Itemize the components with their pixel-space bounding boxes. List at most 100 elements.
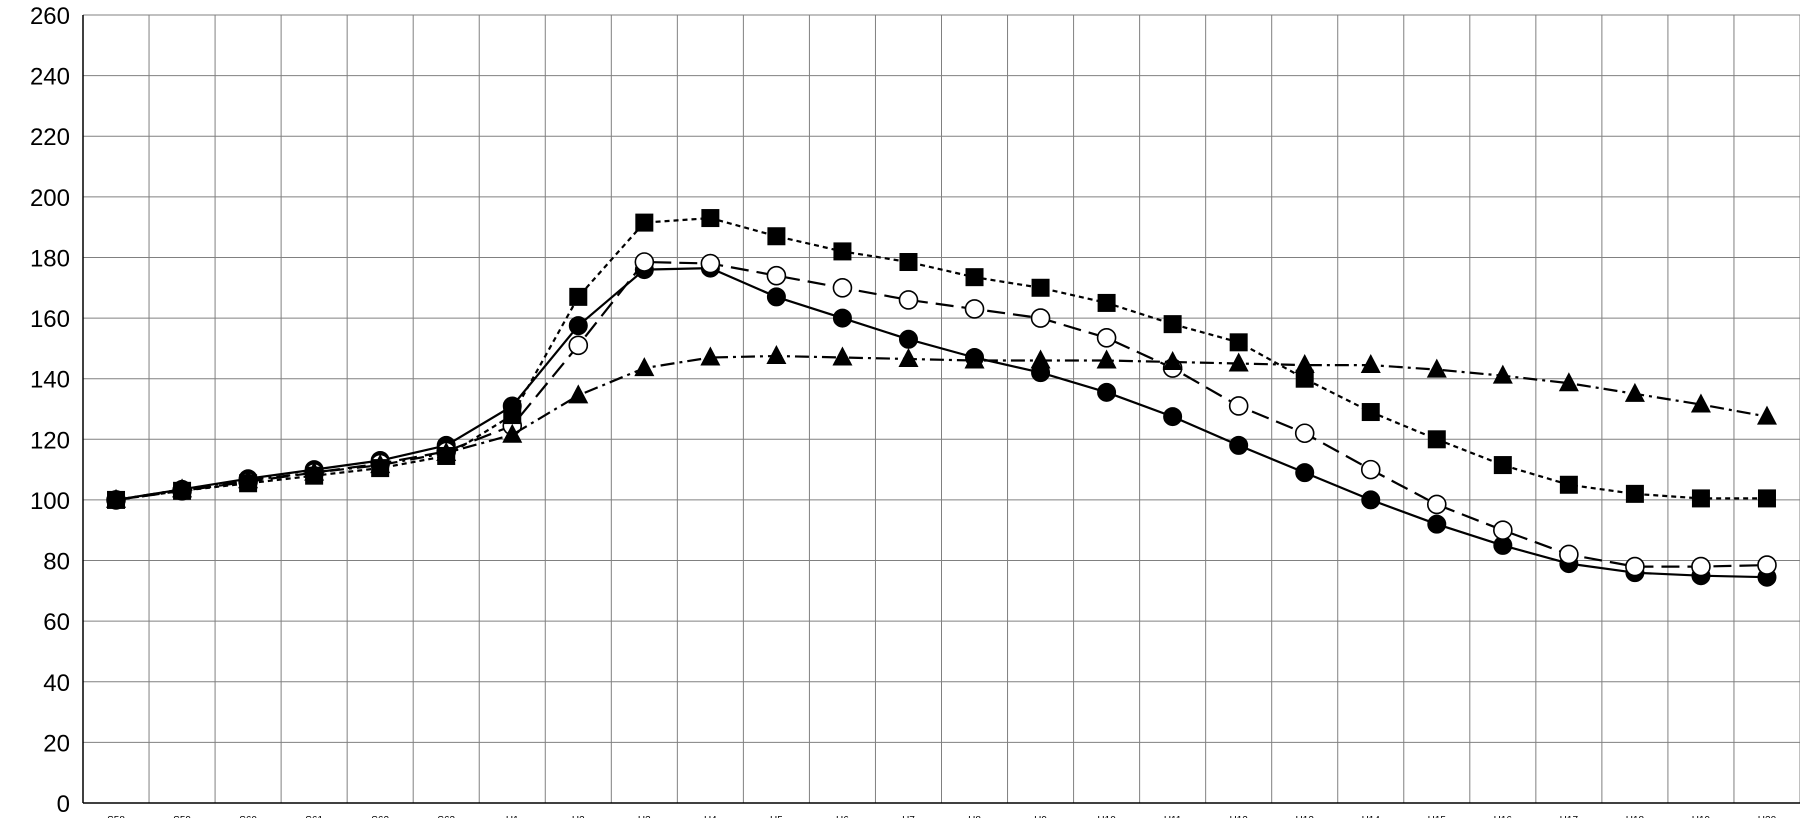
data-point	[635, 213, 654, 232]
y-tick-label: 100	[30, 488, 70, 515]
x-axis-labels: S58 S59 S60 S61 S62 S63 H1 H2 H3 H4 H5 H6 H7 H8 H9 H10 H…	[107, 815, 1776, 818]
x-tick-label: H8	[968, 815, 981, 818]
x-tick-label: H13	[1296, 815, 1315, 818]
data-point	[1031, 278, 1050, 297]
y-axis-labels: 0 20 40 60 80 100 120 140 160 180 200 220 240 260	[30, 3, 70, 818]
data-point	[832, 346, 853, 366]
y-tick-label: 260	[30, 3, 70, 30]
data-point	[634, 252, 655, 272]
data-point	[898, 290, 919, 310]
data-point	[899, 253, 918, 272]
data-point	[833, 242, 852, 261]
data-point	[1360, 459, 1381, 480]
data-point	[568, 335, 589, 356]
x-tick-label: H20	[1758, 815, 1777, 818]
data-point	[1690, 393, 1711, 413]
y-tick-label: 180	[30, 245, 70, 272]
x-tick-label: H15	[1428, 815, 1447, 818]
data-point	[1625, 556, 1645, 577]
data-point	[1295, 463, 1315, 483]
data-point	[766, 344, 787, 364]
data-point	[1228, 396, 1249, 416]
data-point	[1691, 489, 1710, 508]
y-tick-label: 140	[30, 367, 70, 394]
data-point	[1493, 520, 1513, 541]
data-point	[106, 488, 127, 508]
data-point	[1360, 354, 1381, 374]
data-point	[304, 461, 325, 481]
y-tick-label: 20	[43, 730, 70, 757]
data-point	[1426, 494, 1447, 515]
data-point	[766, 265, 787, 286]
y-tick-label: 0	[57, 791, 70, 818]
data-point	[370, 454, 391, 474]
x-tick-label: S61	[305, 815, 323, 818]
data-point	[1162, 351, 1183, 371]
x-tick-label: H4	[704, 815, 717, 818]
y-tick-label: 160	[30, 306, 70, 333]
data-point	[1229, 435, 1249, 455]
data-point	[832, 277, 853, 298]
x-tick-label: H6	[836, 815, 849, 818]
x-tick-label: S59	[173, 815, 191, 818]
data-point	[1427, 514, 1447, 534]
data-point	[1558, 372, 1579, 392]
data-point	[634, 357, 655, 377]
data-point	[1559, 475, 1578, 494]
data-point	[502, 423, 523, 443]
data-point	[1030, 349, 1051, 369]
y-tick-label: 60	[43, 609, 70, 636]
data-point	[766, 287, 786, 307]
data-point	[767, 227, 786, 246]
y-tick-label: 240	[30, 64, 70, 91]
data-point	[569, 287, 588, 306]
series-3-line	[115, 217, 1767, 501]
data-point	[238, 469, 259, 489]
data-point	[701, 209, 720, 228]
data-point	[1228, 352, 1249, 372]
data-point	[832, 308, 852, 328]
data-point	[700, 346, 721, 366]
data-point	[1229, 333, 1248, 352]
data-point	[1097, 382, 1117, 402]
x-tick-label: H12	[1229, 815, 1248, 818]
data-point	[1295, 369, 1314, 388]
data-point	[1030, 308, 1051, 328]
data-point	[1757, 489, 1776, 508]
data-point	[1559, 544, 1579, 565]
x-tick-label: H1	[506, 815, 519, 818]
y-tick-label: 40	[43, 670, 70, 697]
data-point	[503, 406, 522, 425]
data-point	[1757, 555, 1777, 575]
y-tick-label: 120	[30, 427, 70, 454]
data-point	[1361, 403, 1380, 422]
x-tick-label: H2	[572, 815, 585, 818]
data-point	[1493, 456, 1512, 475]
x-tick-label: H17	[1560, 815, 1579, 818]
data-point	[1361, 490, 1381, 510]
data-point	[1427, 430, 1446, 449]
data-point	[1096, 327, 1117, 348]
data-point	[1294, 354, 1315, 374]
y-tick-label: 220	[30, 124, 70, 151]
x-tick-label: H14	[1362, 815, 1381, 818]
data-point	[1163, 315, 1182, 334]
data-point	[964, 349, 985, 369]
data-point	[1625, 484, 1644, 503]
data-point	[1163, 407, 1183, 427]
x-tick-label: H10	[1097, 815, 1116, 818]
data-point	[568, 316, 588, 336]
data-point	[1096, 349, 1117, 369]
x-tick-label: S62	[371, 815, 389, 818]
data-point	[1097, 293, 1116, 312]
data-point	[700, 253, 721, 274]
x-tick-label: H16	[1494, 815, 1513, 818]
x-tick-label: H18	[1626, 815, 1645, 818]
data-point	[898, 347, 919, 367]
x-tick-label: H5	[770, 815, 783, 818]
y-tick-label: 200	[30, 185, 70, 212]
grid	[82, 14, 1800, 804]
series-layer	[106, 209, 1777, 587]
series-4	[106, 344, 1777, 508]
